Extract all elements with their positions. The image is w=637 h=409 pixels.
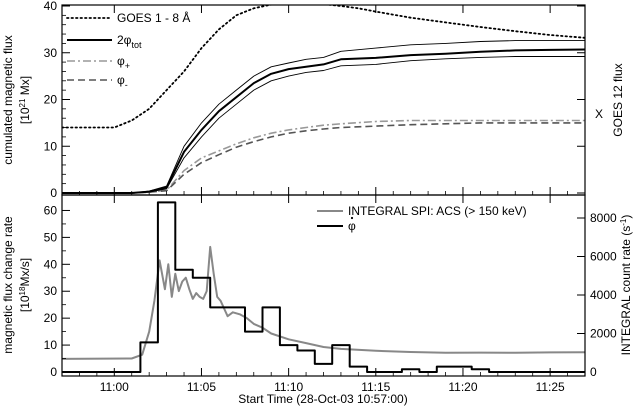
- top-y-tick-label: 10: [44, 139, 58, 153]
- x-axis-label: Start Time (28-Oct-03 10:57:00): [238, 392, 407, 406]
- bottom-right-y-tick-label: 0: [590, 365, 597, 379]
- x-tick-label: 11:05: [187, 380, 216, 394]
- series-line-plus: [62, 119, 585, 194]
- bottom-right-y-tick-label: 8000: [590, 211, 617, 225]
- bottom-y-tick-label: 20: [44, 311, 58, 325]
- bottom-right-y-tick-label: 6000: [590, 250, 617, 264]
- top-y-tick-label: 20: [44, 93, 58, 107]
- top-panel: GOES 1 - 8 Å 2φtot φ+ φ- 0 10 20 30 40 cumulate…: [1, 0, 625, 200]
- top-y-tick-label: 0: [50, 186, 57, 200]
- x-tick-label: 11:15: [361, 380, 390, 394]
- legend-label-minus: φ-: [117, 73, 128, 90]
- bottom-y-tick-label: 0: [50, 365, 57, 379]
- phi-dot-mark: [350, 216, 354, 220]
- series-line-tot: [62, 48, 585, 194]
- bottom-y-tick-label: 50: [44, 230, 58, 244]
- bottom-panel: INTEGRAL SPI: ACS (> 150 keV)φ 0 10 20 30 40…: [1, 191, 633, 406]
- series-line-phidot: [62, 201, 585, 373]
- top-y-axis-label-units: [1021 Mx]: [18, 76, 32, 124]
- top-y-tick-label: 30: [44, 46, 58, 60]
- x-tick-label: 11:25: [536, 380, 565, 394]
- legend-label-tot: 2φtot: [117, 33, 142, 50]
- legend-label-integral: INTEGRAL SPI: ACS (> 150 keV): [348, 204, 527, 218]
- bottom-y-axis-label-units: [1018Mx/s]: [18, 258, 32, 312]
- series-line-integral: [62, 245, 585, 360]
- series-line-minus: [62, 122, 585, 194]
- legend-label-phidot: φ: [348, 219, 356, 233]
- bottom-y-tick-label: 40: [44, 257, 58, 271]
- x-tick-label: 11:20: [448, 380, 477, 394]
- legend-label-goes: GOES 1 - 8 Å: [117, 10, 190, 25]
- top-right-y-axis-label: GOES 12 flux: [611, 63, 625, 136]
- series-line-goes: [62, 5, 585, 129]
- bottom-right-y-tick-label: 4000: [590, 288, 617, 302]
- top-y-axis-label: cumulated magnetic flux: [1, 35, 15, 164]
- top-legend: GOES 1 - 8 Å 2φtot φ+ φ-: [66, 10, 190, 90]
- bottom-legend: INTEGRAL SPI: ACS (> 150 keV)φ: [317, 204, 527, 233]
- bottom-right-y-axis-label: INTEGRAL count rate (s-1): [619, 215, 633, 356]
- bottom-y-tick-label: 10: [44, 338, 58, 352]
- bottom-right-y-tick-label: 2000: [590, 327, 617, 341]
- bottom-y-axis-label: magnetic flux change rate: [1, 216, 15, 354]
- bottom-y-tick-label: 60: [44, 203, 58, 217]
- legend-label-plus: φ+: [117, 54, 130, 71]
- x-tick-label: 11:10: [274, 380, 303, 394]
- x-tick-label: 11:00: [100, 380, 129, 394]
- top-y-tick-label: 40: [44, 0, 58, 13]
- top-right-y-axis-marker: X: [595, 107, 603, 121]
- bottom-y-tick-label: 30: [44, 284, 58, 298]
